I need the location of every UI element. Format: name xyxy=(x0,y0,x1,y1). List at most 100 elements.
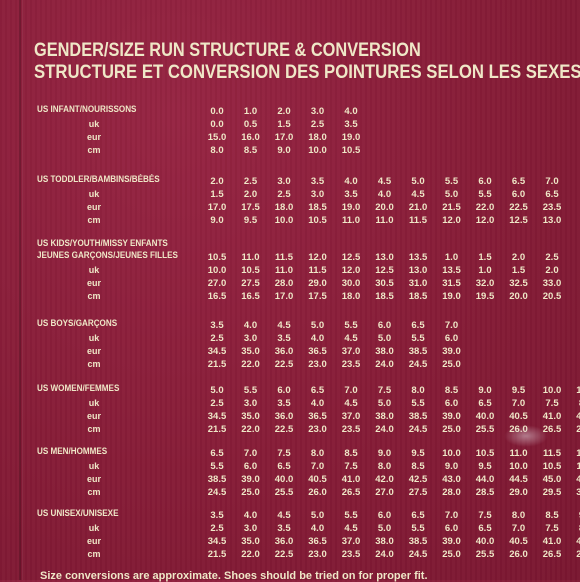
row-label: eur xyxy=(80,536,108,546)
size-value: 15.0 xyxy=(202,132,232,143)
size-value: 4.5 xyxy=(336,333,366,344)
size-value: 0.0 xyxy=(202,119,232,130)
size-value: 8.0 xyxy=(303,448,333,459)
size-value: 43.0 xyxy=(437,474,467,485)
row-label: uk xyxy=(80,461,108,471)
size-value: 25.0 xyxy=(236,487,266,498)
size-value: 3.0 xyxy=(236,333,266,344)
size-value: 4.5 xyxy=(269,510,299,521)
size-value: 36.5 xyxy=(303,411,333,422)
size-value: 13.0 xyxy=(370,252,400,263)
size-value: 4.0 xyxy=(370,189,400,200)
print-smudge xyxy=(504,425,548,447)
row-label: cm xyxy=(80,215,108,225)
size-value: 24.5 xyxy=(403,424,433,435)
size-value: 11.0 xyxy=(370,215,400,226)
size-value: 7.0 xyxy=(437,320,467,331)
size-value: 12.0 xyxy=(571,448,580,459)
row-label: uk xyxy=(80,333,108,343)
size-value: 37.0 xyxy=(336,346,366,357)
size-value: 13.5 xyxy=(403,252,433,263)
size-value: 2.0 xyxy=(236,189,266,200)
size-value: 7.5 xyxy=(470,510,500,521)
size-value: 9.5 xyxy=(403,448,433,459)
size-value: 7.0 xyxy=(336,385,366,396)
size-value: 8.5 xyxy=(336,448,366,459)
row-label: uk xyxy=(80,265,108,275)
size-value: 9.5 xyxy=(504,385,534,396)
size-value: 44.5 xyxy=(504,474,534,485)
size-value: 20.5 xyxy=(537,291,567,302)
size-value: 11.5 xyxy=(537,448,567,459)
size-row: 5.05.56.06.57.07.58.08.59.09.510.010.5 xyxy=(0,385,580,398)
size-value: 23.0 xyxy=(303,549,333,560)
row-label: cm xyxy=(80,145,108,155)
size-value: 44.0 xyxy=(470,474,500,485)
size-value: 4.0 xyxy=(236,320,266,331)
size-value: 38.5 xyxy=(403,346,433,357)
size-value: 20.0 xyxy=(504,291,534,302)
size-value: 31.0 xyxy=(403,278,433,289)
size-value: 3.0 xyxy=(303,106,333,117)
size-value: 25.0 xyxy=(437,359,467,370)
size-value: 8.5 xyxy=(236,145,266,156)
size-value: 3.0 xyxy=(269,176,299,187)
size-value: 24.0 xyxy=(370,424,400,435)
size-value: 2.0 xyxy=(269,106,299,117)
size-value: 28.0 xyxy=(269,278,299,289)
size-value: 24.5 xyxy=(403,549,433,560)
size-value: 18.5 xyxy=(303,202,333,213)
size-value: 30.5 xyxy=(370,278,400,289)
size-value: 2.5 xyxy=(202,523,232,534)
row-label: uk xyxy=(80,398,108,408)
size-value: 29.5 xyxy=(537,487,567,498)
size-value: 5.5 xyxy=(336,320,366,331)
size-value: 39.0 xyxy=(437,536,467,547)
size-value: 6.5 xyxy=(403,320,433,331)
size-value: 21.5 xyxy=(437,202,467,213)
size-value: 22.0 xyxy=(236,359,266,370)
size-value: 10.0 xyxy=(303,145,333,156)
size-value: 17.0 xyxy=(269,291,299,302)
size-value: 23.5 xyxy=(336,549,366,560)
size-value: 27.0 xyxy=(571,549,580,560)
size-value: 36.0 xyxy=(269,411,299,422)
row-label: cm xyxy=(80,359,108,369)
size-row: uk2.53.03.54.04.55.05.56.06.57.07.58.0 xyxy=(0,523,580,536)
size-value: 2.0 xyxy=(504,252,534,263)
size-value: 11.0 xyxy=(336,215,366,226)
size-value: 6.0 xyxy=(470,176,500,187)
size-value: 22.0 xyxy=(236,549,266,560)
size-value: 7.5 xyxy=(370,385,400,396)
size-value: 5.5 xyxy=(202,461,232,472)
size-value: 17.0 xyxy=(202,202,232,213)
size-value: 35.0 xyxy=(236,411,266,422)
size-value: 17.5 xyxy=(303,291,333,302)
size-value: 36.5 xyxy=(303,536,333,547)
size-value: 8.5 xyxy=(537,510,567,521)
size-value: 1.5 xyxy=(504,265,534,276)
size-value: 12.5 xyxy=(336,252,366,263)
size-value: 22.5 xyxy=(269,549,299,560)
size-value: 5.0 xyxy=(437,189,467,200)
size-value: 5.0 xyxy=(403,176,433,187)
size-value: 1.5 xyxy=(202,189,232,200)
size-value: 3.5 xyxy=(269,398,299,409)
size-value: 21.0 xyxy=(403,202,433,213)
size-value: 2.5 xyxy=(202,333,232,344)
size-value: 3.0 xyxy=(303,189,333,200)
size-value: 11.0 xyxy=(236,252,266,263)
row-label: cm xyxy=(80,487,108,497)
size-value: 35.0 xyxy=(236,536,266,547)
size-value: 6.5 xyxy=(303,385,333,396)
size-value: 28.0 xyxy=(437,487,467,498)
size-value: 3.5 xyxy=(269,523,299,534)
size-value: 21.5 xyxy=(202,549,232,560)
size-value: 26.5 xyxy=(336,487,366,498)
size-value: 42.0 xyxy=(571,411,580,422)
